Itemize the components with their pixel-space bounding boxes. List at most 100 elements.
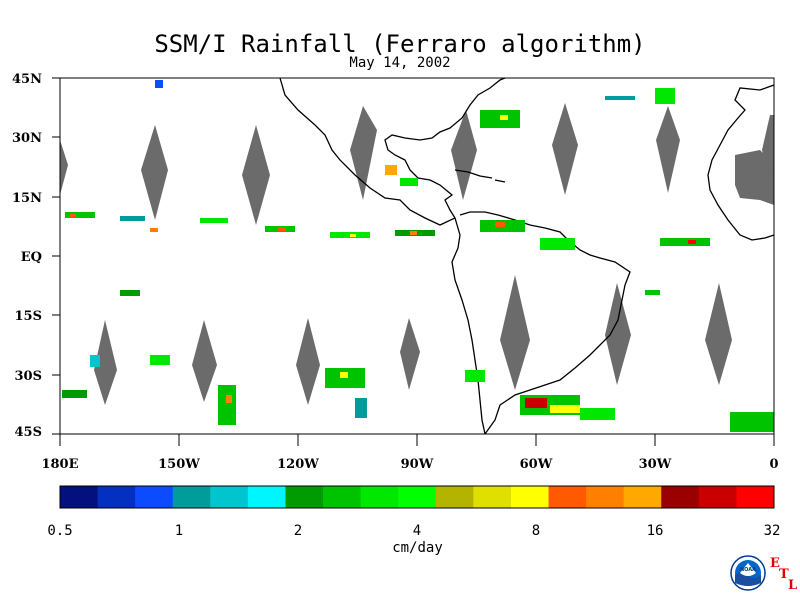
data-gap-swath [656,106,680,193]
rain-cell [400,178,418,186]
rain-cell [120,216,145,221]
colorbar-swatch [623,486,662,508]
rain-cell [730,412,774,432]
rain-cell [120,290,140,296]
rain-cell [580,408,615,420]
data-gap-swath [242,125,270,225]
lon-label: 30W [639,457,672,472]
data-gap-swath [705,283,732,385]
rain-cell [70,214,76,217]
coastline-cuba [454,169,493,179]
colorbar-swatch [698,486,737,508]
lon-label: 120W [277,457,319,472]
colorbar-swatch [586,486,625,508]
rain-cell [62,390,87,398]
rain-cell [410,231,417,235]
rain-cell [65,212,95,218]
lon-label: 0 [769,457,778,472]
lon-label: 60W [520,457,553,472]
noaa-logo-text: NOAA [740,567,756,573]
colorbar-swatch [97,486,136,508]
rain-cell [465,370,485,382]
coastline-north-america [279,77,506,226]
rain-cell [155,80,163,88]
data-gap-swath [605,283,631,385]
etl-letter-t: T [779,567,789,582]
data-gap-swath [60,140,68,195]
etl-letter-l: L [788,578,798,593]
rain-cell [340,372,348,378]
rain-cell [655,88,675,104]
rain-cell [525,398,547,408]
colorbar-swatch [736,486,775,508]
colorbar-swatch [210,486,249,508]
lon-label: 150W [158,457,200,472]
colorbar [60,486,775,508]
rain-cell [218,385,236,425]
colorbar-tick-label: 2 [294,523,302,539]
colorbar-labels: 0.5 1 2 4 8 16 32 [47,523,780,539]
data-gap-swath [296,318,320,405]
data-gap-swaths [60,103,774,405]
lat-label: 15S [15,309,42,324]
lat-ticks [52,77,60,435]
rain-cell [495,222,505,227]
coastlines [279,77,775,435]
colorbar-swatch [360,486,399,508]
lon-labels: 180E 150W 120W 90W 60W 30W 0 [41,457,778,472]
lat-label: 30N [12,131,42,146]
rain-cell [350,234,356,237]
rain-cell [90,355,100,367]
data-gap-swath [451,110,477,200]
colorbar-units: cm/day [392,540,443,556]
rainfall-cells [62,80,774,432]
colorbar-border [59,485,775,509]
colorbar-tick-label: 32 [764,523,781,539]
map-date: May 14, 2002 [349,55,451,71]
colorbar-tick-label: 1 [175,523,183,539]
rain-cell [605,96,635,100]
data-gap-land [735,150,774,205]
colorbar-swatch [60,486,99,508]
map-title: SSM/I Rainfall (Ferraro algorithm) [154,30,646,58]
colorbar-swatch [285,486,324,508]
coastline-africa [707,84,775,241]
rain-cell [500,115,508,120]
data-gap-swath [552,103,578,195]
colorbar-swatch [510,486,550,508]
data-gap-swath [500,275,530,390]
rain-cell [688,240,696,244]
data-gap-swath [192,320,217,402]
coastline-hispaniola [494,179,506,183]
colorbar-swatch [247,486,286,508]
colorbar-swatch [135,486,174,508]
lat-label: 15N [12,191,42,206]
colorbar-swatch [323,486,362,508]
data-gap-swath [94,320,117,405]
colorbar-swatch [172,486,211,508]
colorbar-swatch [435,486,474,508]
colorbar-tick-label: 8 [532,523,540,539]
map-frame-bg [60,78,774,434]
rain-cell [540,238,575,250]
colorbar-swatch [548,486,587,508]
data-gap-swath [400,318,420,390]
rain-cell [150,355,170,365]
etl-letter-e: E [770,556,780,571]
rain-cell [385,165,397,175]
noaa-logo: NOAA [730,555,766,591]
rain-cell [645,290,660,295]
data-gap-swath [350,106,377,200]
colorbar-swatch [661,486,700,508]
lat-labels: 45N 30N 15N EQ 15S 30S 45S [12,72,42,440]
rain-cell [150,228,158,232]
data-gap-swath [141,125,168,220]
rain-cell [660,238,710,246]
lat-label: EQ [21,250,42,265]
rain-cell [355,398,367,418]
lon-label: 180E [41,457,78,472]
colorbar-tick-label: 16 [647,523,664,539]
colorbar-tick-label: 0.5 [47,523,72,539]
lat-label: 45N [12,72,42,87]
